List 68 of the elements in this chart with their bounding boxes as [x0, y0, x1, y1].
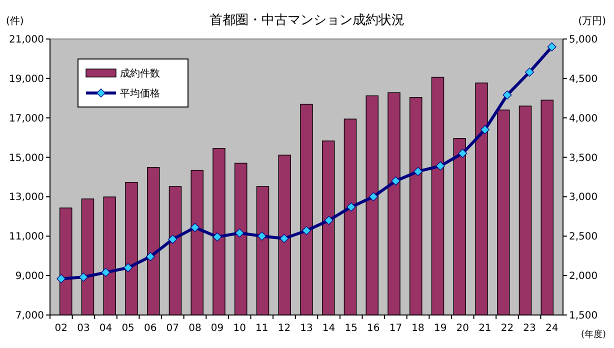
y-tick-label: 9,000 — [15, 271, 44, 282]
x-tick-label: 23 — [523, 323, 536, 334]
y2-tick-label: 3,000 — [569, 192, 598, 204]
point — [436, 161, 445, 170]
x-tick-label: 19 — [434, 323, 447, 334]
point — [480, 125, 490, 134]
x-tick-label: 12 — [278, 323, 291, 334]
y2-tick-label: 2,000 — [569, 271, 598, 282]
x-tick-label: 02 — [54, 323, 68, 334]
y2-tick-label: 4,000 — [569, 113, 598, 124]
point — [101, 268, 110, 277]
point — [368, 192, 378, 202]
y-tick-label: 7,000 — [15, 310, 44, 322]
y-tick-label: 13,000 — [9, 192, 44, 204]
point — [414, 166, 423, 176]
point — [502, 90, 512, 100]
point — [190, 222, 200, 232]
point — [391, 176, 400, 186]
x-tick-label: 21 — [478, 323, 492, 334]
point — [280, 234, 289, 244]
point — [235, 228, 244, 238]
x-tick-label: 09 — [210, 323, 224, 334]
x-tick-label: 11 — [256, 323, 268, 334]
y-tick-label: 15,000 — [9, 152, 44, 164]
point — [124, 263, 133, 272]
y-tick-label: 11,000 — [9, 232, 44, 243]
x-tick-label: 13 — [300, 323, 313, 334]
point — [346, 202, 356, 212]
point — [78, 272, 88, 282]
legend-label: 平均価格 — [120, 88, 160, 100]
x-tick-label: 04 — [99, 323, 112, 334]
point — [56, 274, 66, 284]
x-tick-label: 05 — [122, 323, 134, 334]
x-tick-label: 06 — [144, 323, 157, 334]
x-tick-label: 03 — [77, 323, 90, 334]
y2-tick-label: 2,500 — [569, 232, 598, 243]
point — [146, 252, 155, 262]
y2-tick-label: 4,500 — [569, 74, 598, 85]
x-tick-label: 17 — [389, 323, 402, 334]
point — [547, 42, 556, 52]
y-tick-label: 19,000 — [9, 74, 44, 85]
point — [458, 148, 468, 158]
y2-tick-label: 3,500 — [569, 152, 598, 164]
point — [525, 68, 534, 77]
point — [168, 234, 178, 244]
y-axis-title: (件) — [6, 16, 24, 27]
y2-axis-title: (万円) — [578, 16, 606, 27]
y-tick-label: 17,000 — [9, 113, 44, 124]
x-tick-label: 20 — [456, 323, 469, 334]
y2-tick-label: 5,000 — [569, 34, 598, 46]
point — [324, 216, 334, 225]
x-tick-label: 08 — [188, 323, 202, 334]
x-tick-label: 24 — [545, 323, 558, 334]
x-tick-label: 14 — [322, 323, 336, 334]
chart-title: 首都圏・中古マンション成約状況 — [210, 13, 404, 28]
x-tick-label: 16 — [367, 323, 380, 334]
x-tick-label: 15 — [344, 323, 358, 334]
legend-label: 成約件数 — [120, 68, 160, 80]
x-tick-label: 18 — [412, 323, 424, 334]
point — [302, 226, 311, 236]
x-tick-label: 10 — [233, 323, 246, 334]
y2-tick-label: 1,500 — [569, 310, 598, 322]
point — [257, 232, 266, 241]
x-axis-title: (年度) — [580, 329, 606, 340]
x-tick-label: 22 — [500, 323, 514, 334]
y-tick-label: 21,000 — [9, 34, 44, 46]
point — [212, 232, 222, 242]
x-tick-label: 07 — [166, 323, 180, 334]
